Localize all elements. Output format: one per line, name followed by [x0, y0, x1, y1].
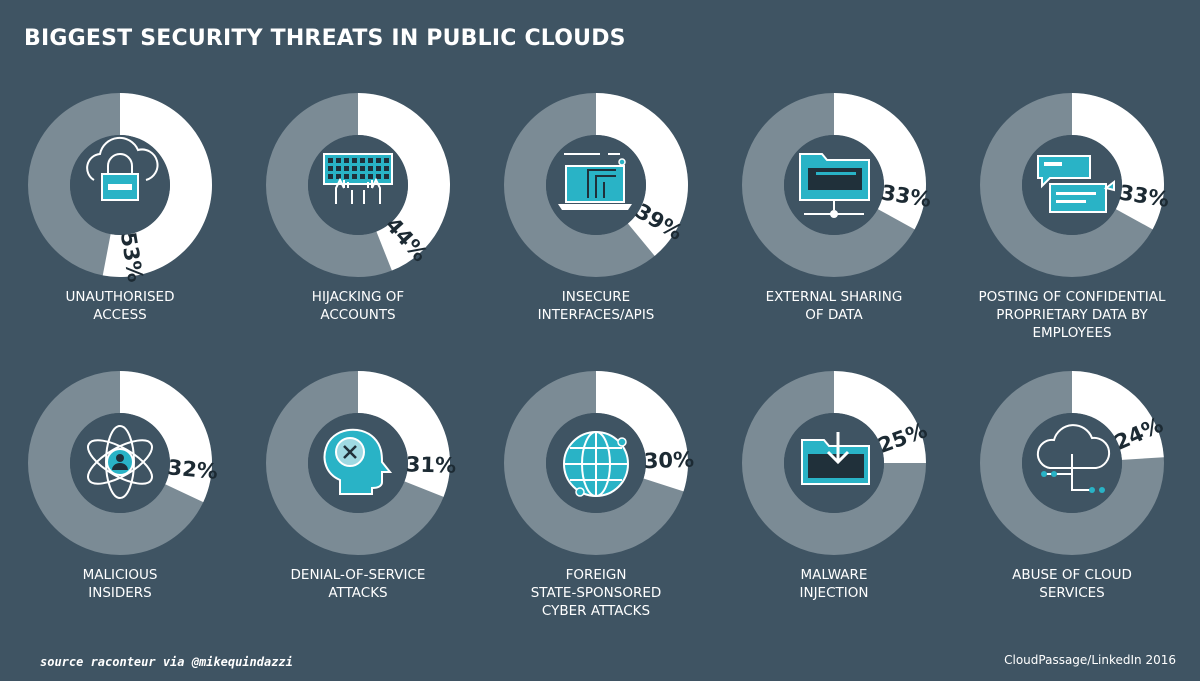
donut-chart: 44% [266, 93, 451, 277]
donut-chart: 32% [28, 371, 219, 555]
donut-value-segment [1072, 371, 1164, 460]
donut-chart: 25% [742, 371, 930, 555]
head-block-icon [323, 428, 393, 495]
donut-chart: 24% [980, 371, 1167, 555]
donut-value-segment [596, 93, 688, 256]
cloud-lock-icon [86, 136, 159, 201]
donut-value-segment [596, 371, 688, 492]
donut-chart: 30% [504, 371, 694, 555]
donut-card: 24% ABUSE OF CLOUD SERVICES [954, 370, 1190, 640]
cloud-network-icon [1036, 424, 1111, 493]
threat-label: EXTERNAL SHARING OF DATA [765, 289, 903, 323]
donut-card: 33% EXTERNAL SHARING OF DATA [716, 92, 952, 362]
threat-label: MALICIOUS INSIDERS [82, 567, 158, 601]
donut-chart: 33% [980, 93, 1171, 277]
donut-value-segment [358, 93, 451, 271]
percentage-label: 30% [643, 448, 694, 474]
source-note: source raconteur via @mikequindazzi [40, 655, 293, 669]
chat-bubbles-icon [1037, 155, 1115, 213]
atom-user-icon [87, 425, 153, 499]
donut-card: 32% MALICIOUS INSIDERS [2, 370, 238, 640]
donut-value-segment [120, 371, 212, 503]
folder-network-icon [799, 153, 870, 218]
donut-card: 30% FOREIGN STATE-SPONSORED CYBER ATTACKS [478, 370, 714, 640]
donut-card: 25% MALWARE INJECTION [716, 370, 952, 640]
percentage-label: 32% [167, 455, 219, 483]
threat-label: UNAUTHORISED ACCESS [65, 289, 175, 323]
keyboard-hands-icon [323, 153, 393, 204]
donut-card: 53% UNAUTHORISED ACCESS [2, 92, 238, 362]
donut-chart: 39% [504, 93, 688, 277]
donut-value-segment [834, 93, 926, 230]
percentage-label: 31% [406, 452, 457, 477]
donut-card: 39% INSECURE INTERFACES/APIs [478, 92, 714, 362]
laptop-circuit-icon [558, 153, 632, 210]
threat-label: POSTING OF CONFIDENTIAL PROPRIETARY DATA… [978, 289, 1166, 341]
donut-chart: 53% [28, 93, 213, 284]
threat-label: INSECURE INTERFACES/APIs [537, 289, 655, 323]
threat-label: DENIAL-OF-SERVICE ATTACKS [290, 567, 426, 601]
globe-icon [563, 431, 629, 497]
chart-title: BIGGEST SECURITY THREATS IN PUBLIC CLOUD… [24, 26, 626, 51]
donut-value-segment [358, 371, 450, 497]
threat-label: HIJACKING OF ACCOUNTS [311, 289, 405, 323]
credit-note: CloudPassage/LinkedIn 2016 [1004, 653, 1176, 667]
folder-download-icon [801, 432, 870, 485]
donut-card: 33% POSTING OF CONFIDENTIAL PROPRIETARY D… [954, 92, 1190, 362]
donut-chart: 31% [266, 371, 456, 555]
donut-card: 44% HIJACKING OF ACCOUNTS [240, 92, 476, 362]
donut-card: 31% DENIAL-OF-SERVICE ATTACKS [240, 370, 476, 640]
donut-value-segment [1072, 93, 1164, 230]
threat-label: ABUSE OF CLOUD SERVICES [1012, 567, 1132, 601]
donut-value-segment [102, 93, 213, 277]
threat-label: MALWARE INJECTION [799, 567, 869, 601]
donut-chart: 33% [742, 93, 933, 277]
threat-label: FOREIGN STATE-SPONSORED CYBER ATTACKS [530, 567, 662, 619]
donut-value-segment [834, 371, 926, 463]
